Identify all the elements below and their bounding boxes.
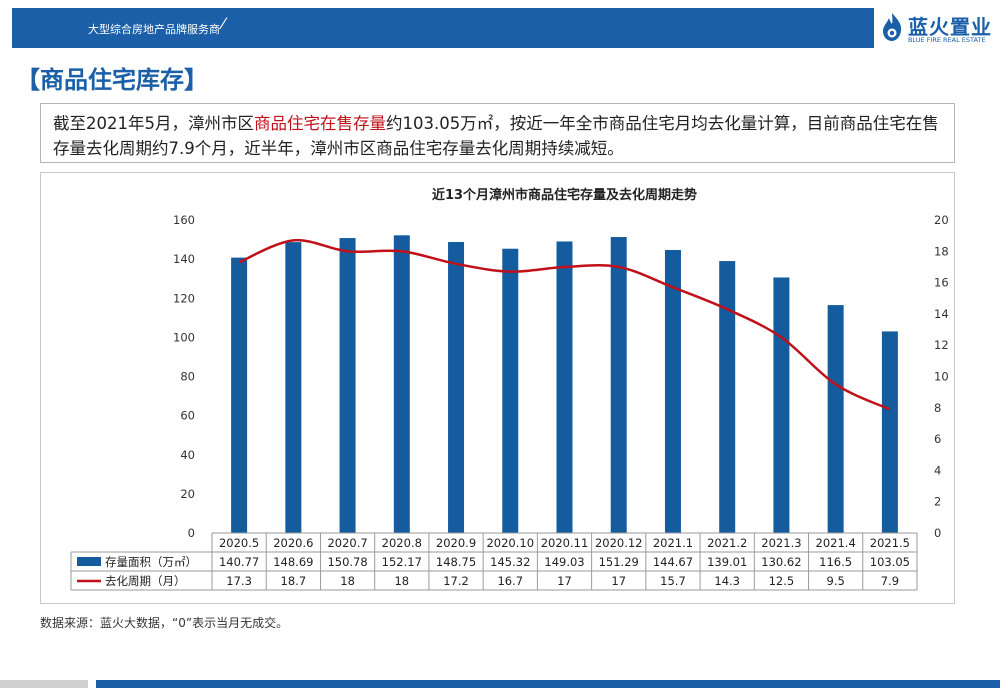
bar bbox=[664, 249, 681, 533]
logo-subtitle: BLUE FIRE REAL ESTATE bbox=[908, 36, 986, 44]
summary-text-part2: 约103.05万㎡，按近一年全市商品住宅月均去化量计算，目前商品住宅在售存量去化… bbox=[53, 114, 939, 158]
x-tick-label: 2020.6 bbox=[273, 536, 313, 550]
data-label-bar: 145.32 bbox=[490, 555, 530, 569]
data-label-line: 7.9 bbox=[881, 574, 899, 588]
y-left-tick-label: 160 bbox=[173, 213, 195, 227]
summary-box: 截至2021年5月，漳州市区商品住宅在售存量约103.05万㎡，按近一年全市商品… bbox=[40, 103, 955, 163]
data-label-bar: 148.69 bbox=[273, 555, 313, 569]
y-left-tick-label: 0 bbox=[188, 526, 195, 540]
data-label-line: 17 bbox=[557, 574, 572, 588]
x-tick-label: 2020.10 bbox=[486, 536, 534, 550]
chart-frame: 近13个月漳州市商品住宅存量及去化周期走势 0 20 40 60 80 100 120 140 1… bbox=[40, 172, 955, 604]
brand-logo: 蓝火置业 BLUE FIRE REAL ESTATE bbox=[880, 10, 992, 50]
bar bbox=[231, 257, 248, 533]
x-tick-label: 2021.3 bbox=[761, 536, 801, 550]
bar bbox=[881, 331, 898, 533]
data-label-bar: 148.75 bbox=[436, 555, 476, 569]
bar bbox=[502, 248, 519, 533]
bar bbox=[393, 235, 410, 533]
section-title: 【商品住宅库存】 bbox=[16, 66, 208, 94]
data-label-line: 12.5 bbox=[769, 574, 795, 588]
x-tick-label: 2020.9 bbox=[436, 536, 476, 550]
source-note: 数据来源：蓝火大数据，“0”表示当月无成交。 bbox=[40, 616, 289, 630]
legend-label-bar: 存量面积（万㎡） bbox=[105, 555, 197, 569]
y-left-tick-label: 20 bbox=[180, 487, 195, 501]
bar bbox=[339, 238, 356, 533]
chart-title: 近13个月漳州市商品住宅存量及去化周期走势 bbox=[432, 187, 697, 203]
logo-name: 蓝火置业 bbox=[908, 15, 992, 39]
data-label-line: 14.3 bbox=[714, 574, 740, 588]
data-label-line: 15.7 bbox=[660, 574, 686, 588]
x-tick-label: 2020.8 bbox=[382, 536, 422, 550]
legend-swatch-bar bbox=[77, 557, 101, 566]
x-tick-label: 2020.12 bbox=[595, 536, 643, 550]
data-label-line: 17.3 bbox=[226, 574, 252, 588]
header-tagline: 大型综合房地产品牌服务商 bbox=[88, 23, 220, 36]
legend-label-line: 去化周期（月） bbox=[105, 574, 186, 588]
bar bbox=[448, 242, 465, 533]
y-left-tick-label: 120 bbox=[173, 291, 195, 305]
y-right-tick-label: 12 bbox=[934, 338, 949, 352]
x-tick-label: 2020.11 bbox=[541, 536, 589, 550]
footer-gray-bar bbox=[0, 680, 88, 688]
data-label-bar: 130.62 bbox=[761, 555, 801, 569]
y-left-tick-label: 80 bbox=[180, 370, 195, 384]
data-label-bar: 151.29 bbox=[599, 555, 639, 569]
data-label-line: 17.2 bbox=[443, 574, 469, 588]
data-label-bar: 150.78 bbox=[327, 555, 367, 569]
y-right-tick-label: 2 bbox=[934, 495, 941, 509]
y-right-tick-label: 4 bbox=[934, 463, 941, 477]
bar bbox=[610, 237, 627, 533]
data-label-line: 16.7 bbox=[497, 574, 523, 588]
bar bbox=[285, 242, 302, 533]
data-label-line: 18.7 bbox=[281, 574, 307, 588]
y-left-tick-label: 140 bbox=[173, 252, 195, 266]
y-left-tick-label: 40 bbox=[180, 448, 195, 462]
x-tick-label: 2020.7 bbox=[327, 536, 367, 550]
data-label-bar: 103.05 bbox=[870, 555, 910, 569]
data-label-bar: 139.01 bbox=[707, 555, 747, 569]
x-tick-label: 2021.1 bbox=[653, 536, 693, 550]
y-right-tick-label: 8 bbox=[934, 401, 941, 415]
bar bbox=[773, 277, 790, 533]
data-label-bar: 149.03 bbox=[544, 555, 584, 569]
y-right-tick-label: 6 bbox=[934, 432, 941, 446]
data-label-line: 18 bbox=[394, 574, 409, 588]
y-left-tick-label: 100 bbox=[173, 330, 195, 344]
bar bbox=[719, 261, 736, 533]
cycle-line bbox=[238, 238, 891, 411]
x-tick-label: 2021.5 bbox=[870, 536, 910, 550]
data-label-bar: 144.67 bbox=[653, 555, 693, 569]
x-tick-label: 2021.4 bbox=[816, 536, 856, 550]
data-label-line: 18 bbox=[340, 574, 355, 588]
y-right-tick-label: 14 bbox=[934, 307, 949, 321]
header-bar bbox=[12, 8, 874, 48]
data-label-bar: 116.5 bbox=[819, 555, 852, 569]
data-label-bar: 152.17 bbox=[382, 555, 422, 569]
data-label-line: 17 bbox=[611, 574, 626, 588]
flame-logo-icon bbox=[883, 13, 902, 41]
bar bbox=[827, 305, 844, 533]
y-right-tick-label: 20 bbox=[934, 213, 949, 227]
footer-blue-bar bbox=[96, 680, 1000, 688]
summary-highlight: 商品住宅在售存量 bbox=[254, 114, 386, 133]
bar bbox=[556, 241, 573, 533]
y-left-tick-label: 60 bbox=[180, 409, 195, 423]
inventory-chart: 近13个月漳州市商品住宅存量及去化周期走势0204060801001201401… bbox=[70, 187, 949, 591]
data-label-bar: 140.77 bbox=[219, 555, 259, 569]
y-right-tick-label: 16 bbox=[934, 276, 949, 290]
data-label-line: 9.5 bbox=[827, 574, 845, 588]
x-tick-label: 2021.2 bbox=[707, 536, 747, 550]
y-right-tick-label: 0 bbox=[934, 526, 941, 540]
header-slash-decoration: ⁄ bbox=[222, 14, 225, 33]
y-right-tick-label: 18 bbox=[934, 244, 949, 258]
summary-text-part1: 截至2021年5月，漳州市区 bbox=[53, 114, 254, 133]
y-right-tick-label: 10 bbox=[934, 370, 949, 384]
x-tick-label: 2020.5 bbox=[219, 536, 259, 550]
